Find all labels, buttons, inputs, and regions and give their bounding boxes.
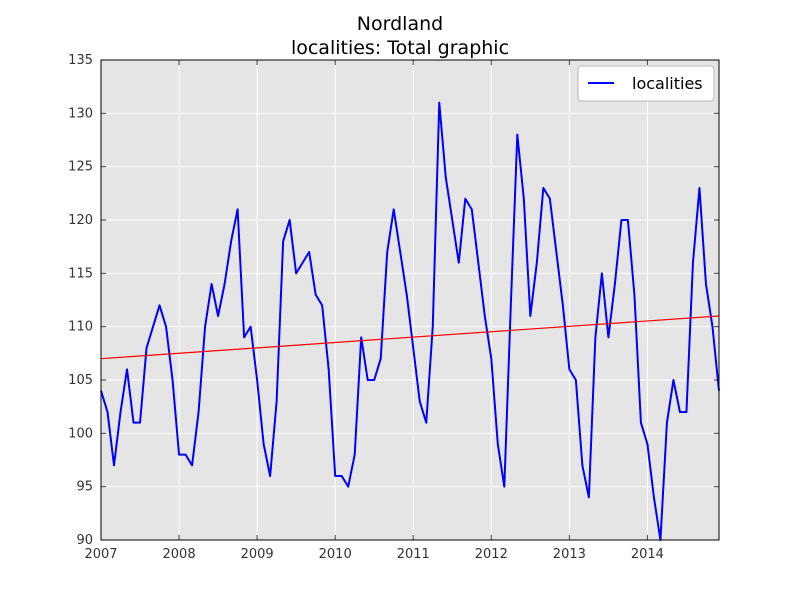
- x-tick-label: 2012: [475, 547, 508, 562]
- y-tick-label: 135: [68, 53, 93, 68]
- y-tick-label: 110: [68, 320, 93, 335]
- y-tick-label: 115: [68, 266, 93, 281]
- x-tick-label: 2007: [84, 547, 117, 562]
- series-layer: [100, 101, 720, 541]
- y-tick-label: 95: [76, 480, 93, 495]
- x-tick-label: 2013: [553, 547, 586, 562]
- x-tick-label: 2009: [241, 547, 274, 562]
- chart-title-line: Nordland: [356, 13, 444, 35]
- y-tick-label: 90: [76, 533, 93, 548]
- trend-line: [100, 315, 720, 360]
- axis-ticks: 90 95 100 105 110 115 120 125 130 135 2007 2008 2009…: [68, 53, 719, 562]
- y-tick-label: 130: [68, 106, 93, 121]
- y-tick-label: 105: [68, 373, 93, 388]
- plot-frame: [100, 59, 720, 541]
- x-tick-label: 2011: [397, 547, 430, 562]
- chart-title: Nordland localities: Total graphic: [0, 12, 800, 60]
- y-tick-label: 120: [68, 213, 93, 228]
- legend-label-localities: localities: [632, 74, 703, 93]
- grid: [101, 60, 719, 540]
- legend: localities: [577, 65, 715, 102]
- x-tick-label: 2008: [163, 547, 196, 562]
- series-line-localities: [100, 101, 720, 541]
- legend-box: [577, 65, 715, 102]
- chart-subtitle-line: localities: Total graphic: [290, 37, 510, 59]
- x-tick-label: 2014: [631, 547, 664, 562]
- x-tick-label: 2010: [319, 547, 352, 562]
- plot-area: [101, 60, 719, 540]
- y-tick-label: 125: [68, 160, 93, 175]
- y-tick-label: 100: [68, 426, 93, 441]
